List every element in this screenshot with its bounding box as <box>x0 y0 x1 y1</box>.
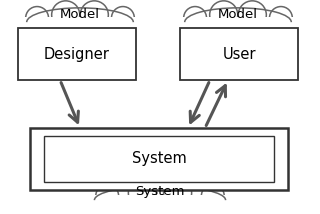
Bar <box>30 128 288 190</box>
Circle shape <box>184 7 206 30</box>
Bar <box>18 28 136 80</box>
Circle shape <box>80 1 108 29</box>
Bar <box>180 28 298 80</box>
Bar <box>44 136 274 182</box>
Circle shape <box>164 179 192 207</box>
Circle shape <box>201 184 224 207</box>
Text: Designer: Designer <box>44 46 110 61</box>
Bar <box>88 195 232 214</box>
Text: System: System <box>135 186 185 199</box>
Bar <box>21 17 139 48</box>
Text: System: System <box>132 152 186 166</box>
Text: Model: Model <box>60 7 100 21</box>
Circle shape <box>111 7 134 30</box>
Circle shape <box>269 7 292 30</box>
Circle shape <box>26 7 49 30</box>
Text: Model: Model <box>218 7 258 21</box>
Circle shape <box>52 1 80 29</box>
Text: User: User <box>222 46 256 61</box>
Circle shape <box>210 1 238 29</box>
Circle shape <box>96 184 119 207</box>
Circle shape <box>128 179 156 207</box>
Bar <box>180 17 297 48</box>
Circle shape <box>238 1 266 29</box>
